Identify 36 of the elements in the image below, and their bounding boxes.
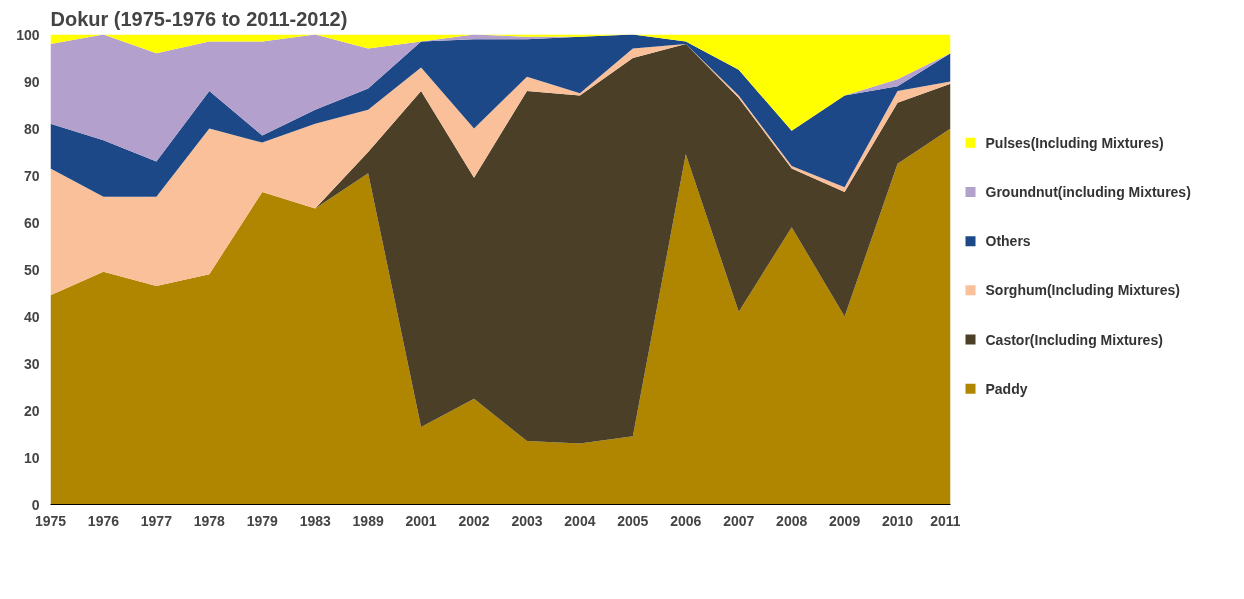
x-tick-label: 1976	[87, 512, 120, 529]
x-tick-label: 2002	[458, 512, 490, 529]
chart-title: Dokur (1975-1976 to 2011-2012)	[50, 7, 348, 30]
y-tick-label: 0	[31, 496, 40, 513]
x-tick-label: 1983	[299, 512, 331, 529]
y-tick-label: 50	[23, 261, 40, 278]
x-tick-label: 2010	[881, 512, 914, 529]
x-tick-label: 1979	[246, 512, 279, 529]
x-tick-label: 2001	[405, 512, 437, 529]
legend-label: Castor(Including Mixtures)	[985, 331, 1163, 348]
y-tick-label: 60	[23, 214, 40, 231]
y-tick-label: 40	[23, 308, 40, 325]
x-tick-label: 1977	[140, 512, 173, 529]
y-tick-label: 10	[23, 449, 40, 466]
x-tick-label: 2008	[776, 512, 808, 529]
x-tick-label: 2003	[511, 512, 543, 529]
x-tick-label: 1989	[352, 512, 384, 529]
x-tick-label: 2006	[670, 512, 702, 529]
y-tick-label: 80	[23, 120, 40, 137]
x-tick-label: 2009	[829, 512, 861, 529]
legend-label: Sorghum(Including Mixtures)	[985, 282, 1180, 299]
x-tick-label: 2011	[930, 512, 961, 529]
y-tick-label: 30	[23, 355, 40, 372]
y-tick-label: 100	[16, 26, 40, 43]
x-tick-label: 1978	[193, 512, 226, 529]
x-tick-label: 2004	[564, 512, 596, 529]
legend-label: Paddy	[985, 380, 1028, 397]
x-tick-label: 2007	[723, 512, 755, 529]
y-tick-label: 90	[23, 73, 40, 90]
legend-label: Groundnut(including Mixtures)	[985, 183, 1191, 200]
legend-label: Pulses(Including Mixtures)	[985, 134, 1164, 151]
legend-label: Others	[985, 233, 1031, 250]
x-tick-label: 2005	[617, 512, 649, 529]
x-tick-label: 1975	[34, 512, 67, 529]
y-tick-label: 20	[23, 402, 40, 419]
y-tick-label: 70	[23, 167, 40, 184]
